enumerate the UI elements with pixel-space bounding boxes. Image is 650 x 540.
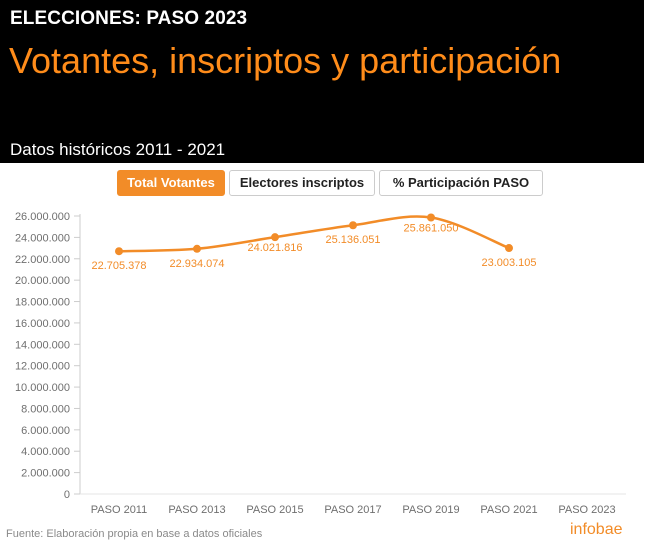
chart-header: ELECCIONES: PASO 2023 Votantes, inscript… [0,0,644,163]
y-tick-label: 6.000.000 [21,425,70,437]
x-tick-label: PASO 2021 [480,504,537,516]
y-tick-label: 12.000.000 [15,361,70,373]
chart-title: Votantes, inscriptos y participación [9,40,562,81]
tab-participacion-paso[interactable]: % Participación PASO [379,170,543,196]
y-tick-label: 10.000.000 [15,382,70,394]
y-tick-label: 16.000.000 [15,318,70,330]
tab-total-votantes[interactable]: Total Votantes [117,170,225,196]
y-tick-label: 4.000.000 [21,446,70,458]
data-label: 25.136.051 [325,234,380,246]
data-point [349,221,357,230]
x-tick-label: PASO 2013 [168,504,225,516]
x-tick-label: PASO 2011 [91,504,147,516]
data-label: 23.003.105 [481,257,536,269]
data-label: 22.705.378 [91,260,146,272]
data-label: 25.861.050 [403,222,458,234]
source-note: Fuente: Elaboración propia en base a dat… [6,528,263,540]
line-chart: 0 2.000.000 4.000.000 6.000.000 8.000.000 10.… [15,211,626,516]
y-tick-label: 14.000.000 [15,339,70,351]
y-tick-label: 26.000.000 [15,211,70,223]
data-label: 24.021.816 [247,242,302,254]
y-tick-label: 20.000.000 [15,275,70,287]
y-tick-label: 8.000.000 [21,403,70,415]
y-tick-label: 0 [64,489,70,501]
data-point [505,244,513,253]
y-tick-label: 24.000.000 [15,232,70,244]
kicker: ELECCIONES: PASO 2023 [10,8,248,29]
x-tick-label: PASO 2023 [558,504,615,516]
data-label: 22.934.074 [169,258,224,270]
data-point [193,244,201,253]
data-point [115,247,123,256]
x-tick-label: PASO 2019 [402,504,459,516]
tab-electores-inscriptos[interactable]: Electores inscriptos [229,170,375,196]
chart-subtitle: Datos históricos 2011 - 2021 [10,140,226,159]
y-tick-label: 2.000.000 [21,468,70,480]
data-point [427,213,435,222]
brand-logo: infobae [570,521,623,538]
y-tick-label: 22.000.000 [15,254,70,266]
data-point [271,233,279,242]
series-line [118,215,510,253]
x-tick-label: PASO 2017 [324,504,381,516]
x-tick-label: PASO 2015 [246,504,303,516]
y-tick-label: 18.000.000 [15,297,70,309]
